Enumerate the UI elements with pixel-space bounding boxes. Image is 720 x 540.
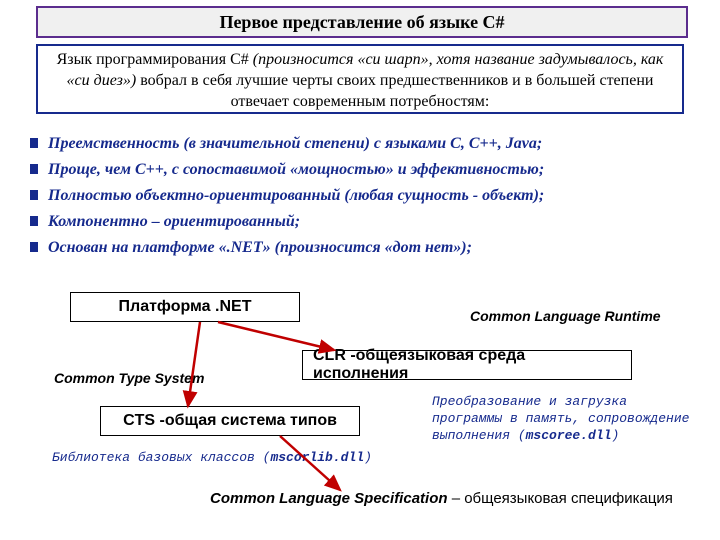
bcl-note-post: )	[364, 450, 372, 465]
bullet-item: Компонентно – ориентированный;	[30, 212, 690, 232]
bcl-note-dll: mscorlib.dll	[270, 450, 364, 465]
cls-rest: – общеязыковая спецификация	[448, 490, 673, 507]
slide-title: Первое представление об языке C#	[219, 12, 504, 33]
bullet-item: Полностью объектно-ориентированный (люба…	[30, 186, 690, 206]
slide-title-box: Первое представление об языке C#	[36, 6, 688, 38]
intro-pre: Язык программирования C#	[57, 51, 253, 68]
cts-box: CTS -общая система типов	[100, 406, 360, 436]
cts-caption: Common Type System	[54, 370, 204, 386]
bullet-list: Преемственность (в значительной степени)…	[30, 128, 690, 264]
cls-line: Common Language Specification – общеязык…	[210, 490, 673, 507]
clr-label: CLR -общеязыковая среда исполнения	[313, 347, 621, 383]
bcl-note-pre: Библиотека базовых классов (	[52, 450, 270, 465]
clr-box: CLR -общеязыковая среда исполнения	[302, 350, 632, 380]
clr-note-dll: mscoree.dll	[526, 428, 612, 443]
bullet-item: Основан на платформе «.NET» (произноситс…	[30, 238, 690, 258]
clr-note: Преобразование и загрузка программы в па…	[432, 394, 692, 445]
cts-label: CTS -общая система типов	[123, 412, 337, 430]
platform-box: Платформа .NET	[70, 292, 300, 322]
clr-note-post: )	[611, 428, 619, 443]
bullet-item: Преемственность (в значительной степени)…	[30, 134, 690, 154]
intro-box: Язык программирования C# (произносится «…	[36, 44, 684, 114]
intro-post: вобрал в себя лучшие черты своих предшес…	[136, 72, 653, 110]
platform-label: Платформа .NET	[119, 298, 252, 316]
bullet-item: Проще, чем C++, с сопоставимой «мощность…	[30, 160, 690, 180]
bcl-note: Библиотека базовых классов (mscorlib.dll…	[52, 450, 372, 467]
clr-caption: Common Language Runtime	[470, 308, 661, 324]
cls-label: Common Language Specification	[210, 490, 448, 507]
